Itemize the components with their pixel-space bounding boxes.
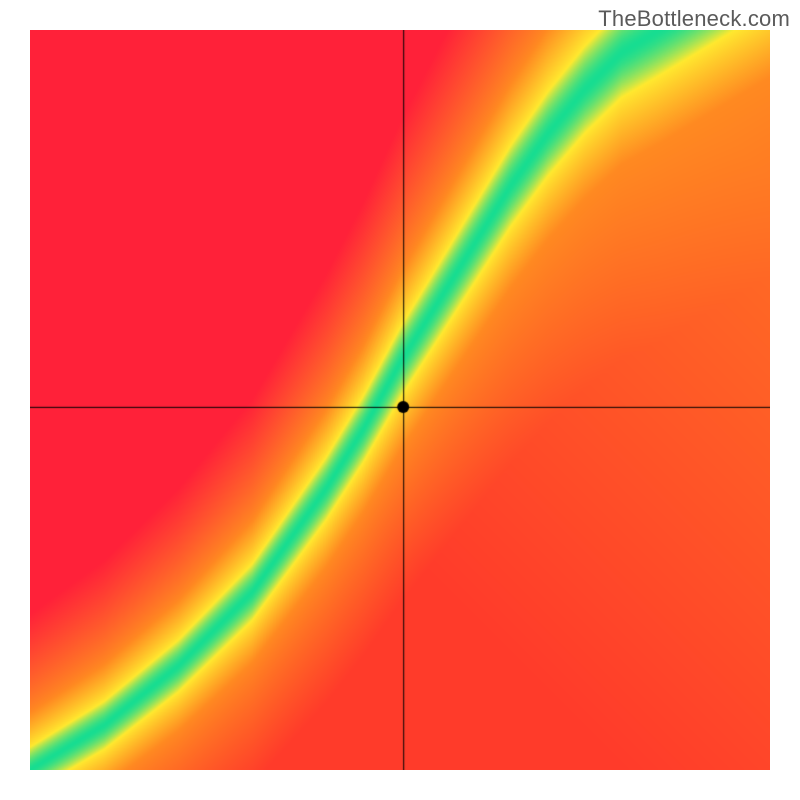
- heatmap-canvas: [30, 30, 770, 770]
- chart-container: TheBottleneck.com: [0, 0, 800, 800]
- plot-area: [30, 30, 770, 770]
- watermark-text: TheBottleneck.com: [598, 6, 790, 32]
